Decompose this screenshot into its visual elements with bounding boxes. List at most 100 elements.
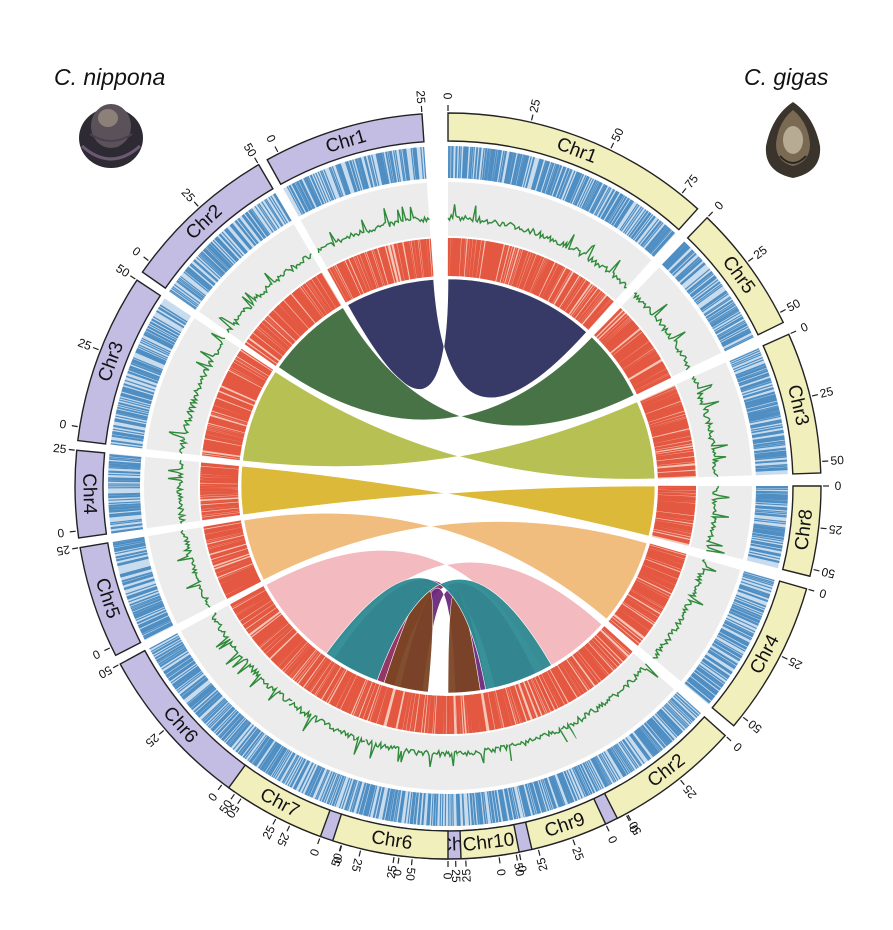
gene-density-stripes: [248, 735, 342, 806]
tick-label: 25: [680, 782, 699, 801]
tick-mark: [708, 211, 714, 217]
repeat-density-stripes: [455, 692, 495, 734]
chromosome-box-right-chr4[interactable]: [711, 580, 808, 727]
gc-content-line: [168, 332, 226, 454]
gc-track-bg: [146, 318, 240, 456]
gc-content-line: [288, 701, 356, 741]
chromosome-box-right-chr3[interactable]: [762, 333, 822, 475]
tick-mark: [274, 146, 279, 153]
tick-label: 0: [58, 417, 67, 432]
gc-content-line: [632, 292, 691, 371]
tick-label: 75: [682, 172, 701, 191]
tick-label: 50: [830, 453, 845, 468]
tick-mark: [726, 736, 732, 742]
gc-track-bg: [456, 731, 507, 790]
gene-density-stripes: [112, 536, 174, 640]
gene-density-stripes: [518, 764, 593, 818]
chromosome-box-right-chr5[interactable]: [686, 216, 785, 336]
gene-density-stripes: [747, 486, 789, 564]
gene-density-stripes: [169, 193, 292, 310]
tick-label: 0: [605, 833, 621, 845]
chromosome-box-left-chr3[interactable]: [77, 279, 162, 445]
gc-track-bg: [504, 712, 577, 783]
tick-mark: [358, 850, 362, 857]
tick-mark: [68, 448, 75, 451]
gc-content-line: [691, 376, 728, 477]
chromosome-box-right-chr6[interactable]: [331, 813, 449, 860]
synteny-link: [242, 371, 656, 480]
chromosome-box-left-chr1[interactable]: [266, 113, 425, 186]
tick-label: 25: [527, 97, 544, 113]
tick-mark: [272, 818, 277, 825]
chromosome-box-right-chr1[interactable]: [447, 112, 699, 231]
repeat-density-stripes: [327, 238, 434, 303]
tick-label: 50: [113, 261, 132, 280]
chromosome-box-left-chr6[interactable]: [119, 649, 252, 793]
tick-mark: [72, 547, 79, 550]
repeat-density-stripes: [203, 520, 262, 599]
tick-mark: [790, 330, 797, 335]
gc-content-line: [365, 738, 449, 768]
species-label-left: C. nippona: [54, 64, 166, 90]
chromosome-label: Chr4: [78, 473, 100, 515]
chromosome-box-right-chr10[interactable]: [459, 823, 520, 860]
synteny-links-layer: [240, 278, 656, 694]
chromosome-box-left-chr2[interactable]: [141, 163, 274, 290]
oyster-shell-right-icon: [765, 102, 821, 178]
tick-label: 25: [52, 441, 67, 456]
gene-density-stripes: [458, 788, 514, 826]
chromosome-box-right-chr2[interactable]: [603, 715, 727, 820]
tick-label: 50: [626, 819, 645, 838]
tick-mark: [286, 825, 291, 832]
gc-content-line: [447, 204, 627, 289]
tick-label: 50: [403, 867, 418, 882]
tick-mark: [781, 655, 788, 660]
tick-mark: [747, 257, 754, 262]
chromosome-box-left-chr4[interactable]: [74, 449, 108, 539]
tick-label: 0: [494, 868, 509, 877]
tick-mark: [104, 647, 111, 652]
synteny-link: [240, 465, 656, 537]
tick-mark: [537, 849, 541, 856]
gc-track-bg: [639, 554, 741, 682]
chromosome-box-right-chr7[interactable]: [227, 764, 331, 838]
gc-track-bg: [144, 456, 201, 529]
tick-label: 25: [569, 845, 587, 863]
tick-label: 50: [241, 141, 260, 160]
gc-content-line: [167, 460, 187, 524]
chromosome-box-right-chr9[interactable]: [524, 797, 607, 851]
tick-mark: [338, 845, 342, 852]
repeat-density-stripes: [495, 676, 554, 728]
tick-label: 0: [817, 586, 828, 601]
repeat-density-stripes: [201, 348, 274, 461]
tick-label: 0: [205, 790, 220, 804]
gc-content-line: [177, 529, 211, 608]
repeat-density-stripes: [543, 626, 633, 707]
tick-mark: [129, 275, 136, 280]
gc-content-line: [569, 663, 659, 727]
tick-label: 25: [828, 522, 843, 537]
tick-mark: [626, 815, 630, 822]
tick-mark: [531, 114, 534, 121]
tick-label: 0: [330, 855, 345, 866]
tick-mark: [610, 142, 615, 149]
tick-label: 25: [384, 864, 400, 880]
tick-label: 25: [459, 868, 474, 882]
gene-density-stripes: [588, 691, 701, 789]
synteny-link: [325, 577, 552, 690]
tick-mark: [742, 716, 749, 722]
tick-label: 0: [730, 739, 745, 754]
tick-label: 25: [413, 90, 428, 105]
chromosome-box-right-chr8[interactable]: [781, 485, 822, 578]
tick-mark: [254, 157, 259, 164]
chromosome-box-left-chr5[interactable]: [79, 542, 142, 657]
repeat-density-stripes: [447, 237, 614, 330]
repeat-density-stripes: [594, 307, 672, 395]
tick-mark: [681, 188, 687, 194]
gc-track-bg: [621, 267, 722, 377]
gene-density-stripes: [448, 145, 675, 257]
chromosome-label: Chr8: [791, 508, 817, 551]
gc-track-bg: [676, 362, 752, 478]
repeat-density-stripes: [640, 386, 696, 478]
